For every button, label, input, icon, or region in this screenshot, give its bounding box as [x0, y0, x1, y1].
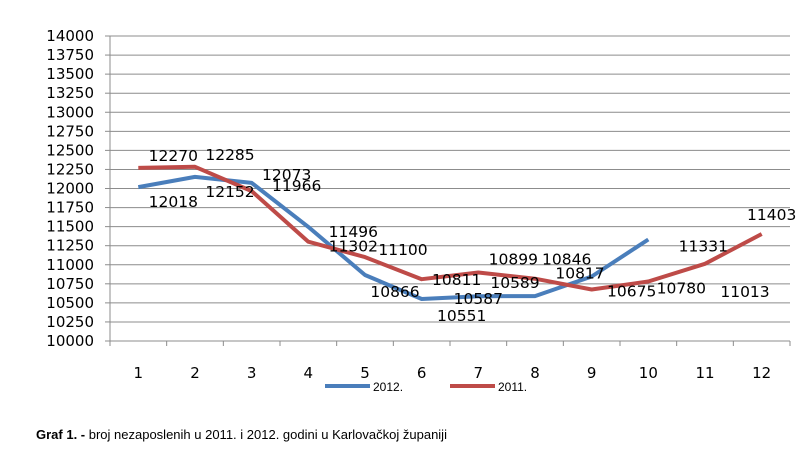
- y-tick-label: 13750: [46, 46, 94, 64]
- caption-text: broj nezaposlenih u 2011. i 2012. godini…: [85, 427, 447, 442]
- y-tick-label: 12250: [46, 160, 94, 178]
- axes: [105, 35, 791, 346]
- series-lines: [137, 164, 763, 301]
- y-tick-label: 13500: [46, 65, 94, 83]
- data-label-2-11: 11013: [720, 283, 769, 301]
- data-label-1-7: 10587: [454, 290, 503, 308]
- data-label-1-6: 10551: [437, 307, 486, 325]
- data-label-2-5: 11100: [378, 241, 427, 259]
- y-tick-label: 13000: [46, 103, 94, 121]
- y-tick-label: 10250: [46, 313, 94, 331]
- y-tick-label: 10750: [46, 275, 94, 293]
- x-tick-labels: 1 2 3 4 5 6 7 8 9 10 11 12: [134, 364, 772, 382]
- x-tick-label: 1: [134, 364, 144, 382]
- y-tick-label: 11000: [46, 256, 94, 274]
- x-tick-label: 6: [417, 364, 427, 382]
- x-tick-label: 7: [474, 364, 484, 382]
- y-tick-label: 11250: [46, 237, 94, 255]
- y-tick-label: 11500: [46, 218, 94, 236]
- data-label-2-1: 12270: [149, 147, 198, 165]
- legend-label-2: 2011.: [498, 380, 527, 394]
- legend-label-1: 2012.: [373, 380, 403, 394]
- x-tick-label: 9: [587, 364, 597, 382]
- x-tick-label: 5: [360, 364, 370, 382]
- data-label-1-9: 10846: [542, 250, 591, 268]
- data-label-1-5: 10866: [370, 283, 419, 301]
- x-tick-label: 10: [639, 364, 658, 382]
- line-chart: 1000010250105001075011000112501150011750…: [46, 27, 797, 394]
- gridlines: [110, 35, 790, 323]
- data-label-2-6: 10811: [432, 271, 481, 289]
- chart-caption: Graf 1. - broj nezaposlenih u 2011. i 20…: [36, 427, 447, 442]
- data-label-2-7: 10899: [489, 250, 538, 268]
- y-tick-label: 10500: [46, 294, 94, 312]
- data-label-1-3: 12073: [262, 166, 311, 184]
- x-tick-label: 12: [752, 364, 771, 382]
- data-label-2-12: 11403: [747, 206, 796, 224]
- series-line-2: [138, 164, 763, 292]
- y-tick-label: 12000: [46, 180, 94, 198]
- y-tick-label: 10000: [46, 332, 94, 350]
- y-tick-label: 12500: [46, 141, 94, 159]
- data-label-2-10: 10780: [657, 280, 706, 298]
- data-label-1-2: 12152: [205, 183, 254, 201]
- x-tick-label: 3: [247, 364, 257, 382]
- caption-prefix: Graf 1. -: [36, 427, 86, 442]
- y-tick-label: 11750: [46, 199, 94, 217]
- x-tick-label: 4: [304, 364, 314, 382]
- data-label-1-10: 11331: [679, 238, 728, 256]
- data-label-1-4: 11496: [329, 223, 378, 241]
- data-label-2-9: 10675: [607, 283, 656, 301]
- y-tick-label: 14000: [46, 27, 94, 45]
- legend: 2012. 2011.: [325, 380, 527, 394]
- data-label-1-8: 10589: [490, 274, 539, 292]
- x-tick-label: 11: [695, 364, 714, 382]
- y-tick-label: 13250: [46, 84, 94, 102]
- x-tick-label: 2: [190, 364, 200, 382]
- data-label-2-4: 11302: [329, 238, 378, 256]
- data-label-2-2: 12285: [205, 146, 254, 164]
- x-tick-label: 8: [530, 364, 540, 382]
- data-label-1-1: 12018: [149, 193, 198, 211]
- y-tick-labels: 1000010250105001075011000112501150011750…: [46, 27, 94, 350]
- data-label-2-3: 11966: [272, 177, 321, 195]
- data-labels: 12018 12152 12073 11496 10866 105511058710589…: [149, 146, 797, 325]
- y-tick-label: 12750: [46, 122, 94, 140]
- data-label-2-8: 10817: [555, 265, 604, 283]
